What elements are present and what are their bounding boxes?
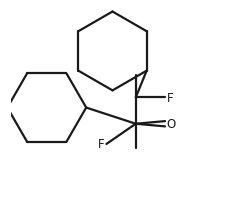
- Text: F: F: [98, 138, 105, 151]
- Text: O: O: [167, 118, 176, 131]
- Text: F: F: [167, 92, 173, 104]
